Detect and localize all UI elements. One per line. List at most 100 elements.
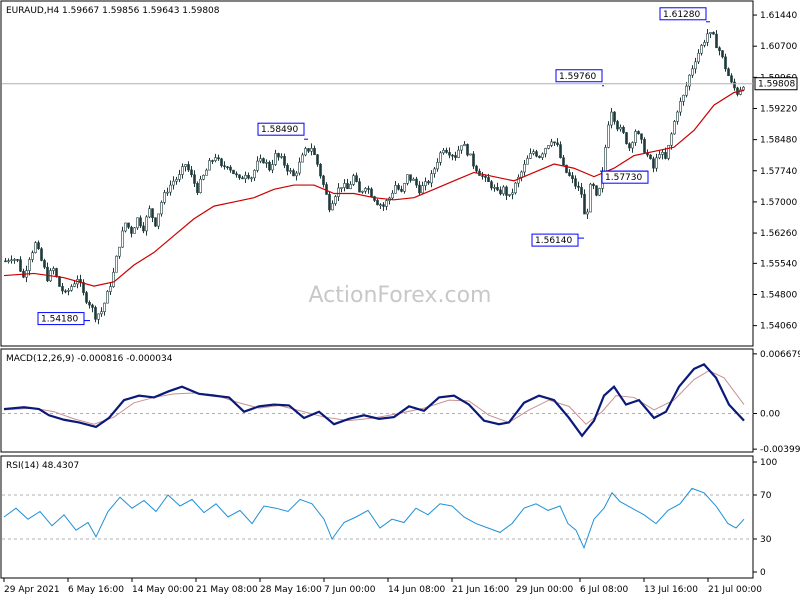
candle-body — [529, 153, 532, 159]
candle-body — [127, 222, 130, 228]
candle-body — [250, 177, 253, 180]
candle-body — [715, 33, 718, 49]
candle-body — [724, 56, 727, 70]
candle-body — [43, 260, 46, 268]
candle-body — [94, 307, 97, 320]
candle-body — [124, 222, 127, 232]
candle-body — [544, 148, 547, 155]
candle-body — [505, 186, 508, 196]
candle-body — [103, 302, 106, 312]
candle-body — [511, 192, 514, 195]
candle-body — [367, 188, 370, 190]
candle-body — [703, 42, 706, 46]
annotation-label: 1.61280 — [663, 10, 700, 20]
candle-body — [625, 132, 628, 145]
candle-body — [535, 151, 538, 157]
candle-body — [115, 255, 118, 273]
x-tick-label: 6 May 16:00 — [68, 585, 124, 595]
candle-body — [286, 164, 289, 172]
candle-body — [169, 184, 172, 193]
candle-body — [196, 183, 199, 193]
candle-body — [259, 158, 262, 162]
candle-body — [244, 174, 247, 180]
candle-body — [352, 175, 355, 185]
price-y-tick-label: 1.58480 — [760, 136, 797, 146]
candle-body — [463, 144, 466, 147]
annotation-label: 1.56140 — [535, 236, 572, 246]
annotation-label: 1.57730 — [605, 173, 642, 183]
candle-body — [88, 302, 91, 306]
x-tick-label: 14 Jun 08:00 — [388, 585, 445, 595]
candle-body — [472, 153, 475, 167]
candle-body — [490, 181, 493, 189]
price-y-tick-label: 1.61440 — [760, 11, 797, 21]
candle-body — [658, 154, 661, 159]
macd-y-tick-label: 0.00 — [760, 410, 780, 420]
candle-body — [418, 184, 421, 194]
candle-body — [673, 121, 676, 135]
candle-body — [739, 89, 742, 95]
candle-body — [205, 169, 208, 176]
candle-body — [337, 187, 340, 197]
candle-body — [193, 174, 196, 184]
candle-body — [130, 226, 133, 234]
candle-body — [391, 192, 394, 199]
candle-body — [400, 189, 403, 192]
price-y-tick-label: 1.56260 — [760, 229, 797, 239]
candle-body — [271, 164, 274, 171]
candle-body — [694, 61, 697, 70]
candle-body — [46, 266, 49, 282]
x-tick-label: 14 May 00:00 — [132, 585, 194, 595]
x-tick-label: 13 Jul 16:00 — [644, 585, 698, 595]
candle-body — [64, 290, 67, 293]
price-y-tick-label: 1.57740 — [760, 167, 797, 177]
candle-body — [334, 196, 337, 204]
x-tick-label: 21 Jun 16:00 — [452, 585, 509, 595]
candle-body — [136, 217, 139, 229]
candle-body — [355, 175, 358, 182]
candle-body — [706, 33, 709, 43]
candle-body — [700, 44, 703, 54]
candle-body — [190, 169, 193, 176]
candle-body — [55, 268, 58, 277]
annotation-box — [601, 170, 649, 184]
candle-body — [37, 242, 40, 250]
candle-body — [448, 152, 451, 156]
candle-body — [499, 189, 502, 195]
candle-body — [556, 142, 559, 145]
annotation-box — [37, 312, 85, 326]
candle-body — [586, 211, 589, 215]
candle-body — [433, 168, 436, 174]
candle-body — [310, 148, 313, 152]
candle-body — [373, 196, 376, 201]
candle-body — [112, 271, 115, 287]
candle-body — [106, 291, 109, 304]
annotation-label: 1.58490 — [261, 125, 298, 135]
candle-body — [421, 185, 424, 194]
annotation-label: 1.59760 — [559, 72, 596, 82]
candle-body — [61, 286, 64, 292]
candle-body — [619, 127, 622, 130]
candle-body — [565, 164, 568, 173]
candle-body — [385, 200, 388, 207]
candle-body — [577, 185, 580, 188]
candle-body — [595, 185, 598, 196]
x-tick-label: 6 Jul 08:00 — [580, 585, 629, 595]
candle-body — [475, 165, 478, 172]
candle-body — [439, 152, 442, 163]
moving-average-line — [3, 89, 745, 287]
candle-body — [457, 149, 460, 158]
candle-body — [670, 133, 673, 146]
candle-body — [346, 183, 349, 190]
current-price-label: 1.59808 — [758, 80, 795, 90]
candle-body — [175, 179, 178, 182]
candle-body — [613, 111, 616, 122]
candle-body — [580, 187, 583, 195]
annotation-label: 1.54180 — [41, 315, 78, 325]
candle-body — [487, 177, 490, 183]
candle-body — [202, 175, 205, 180]
candle-body — [466, 144, 469, 156]
candle-body — [262, 158, 265, 164]
candle-body — [292, 170, 295, 177]
